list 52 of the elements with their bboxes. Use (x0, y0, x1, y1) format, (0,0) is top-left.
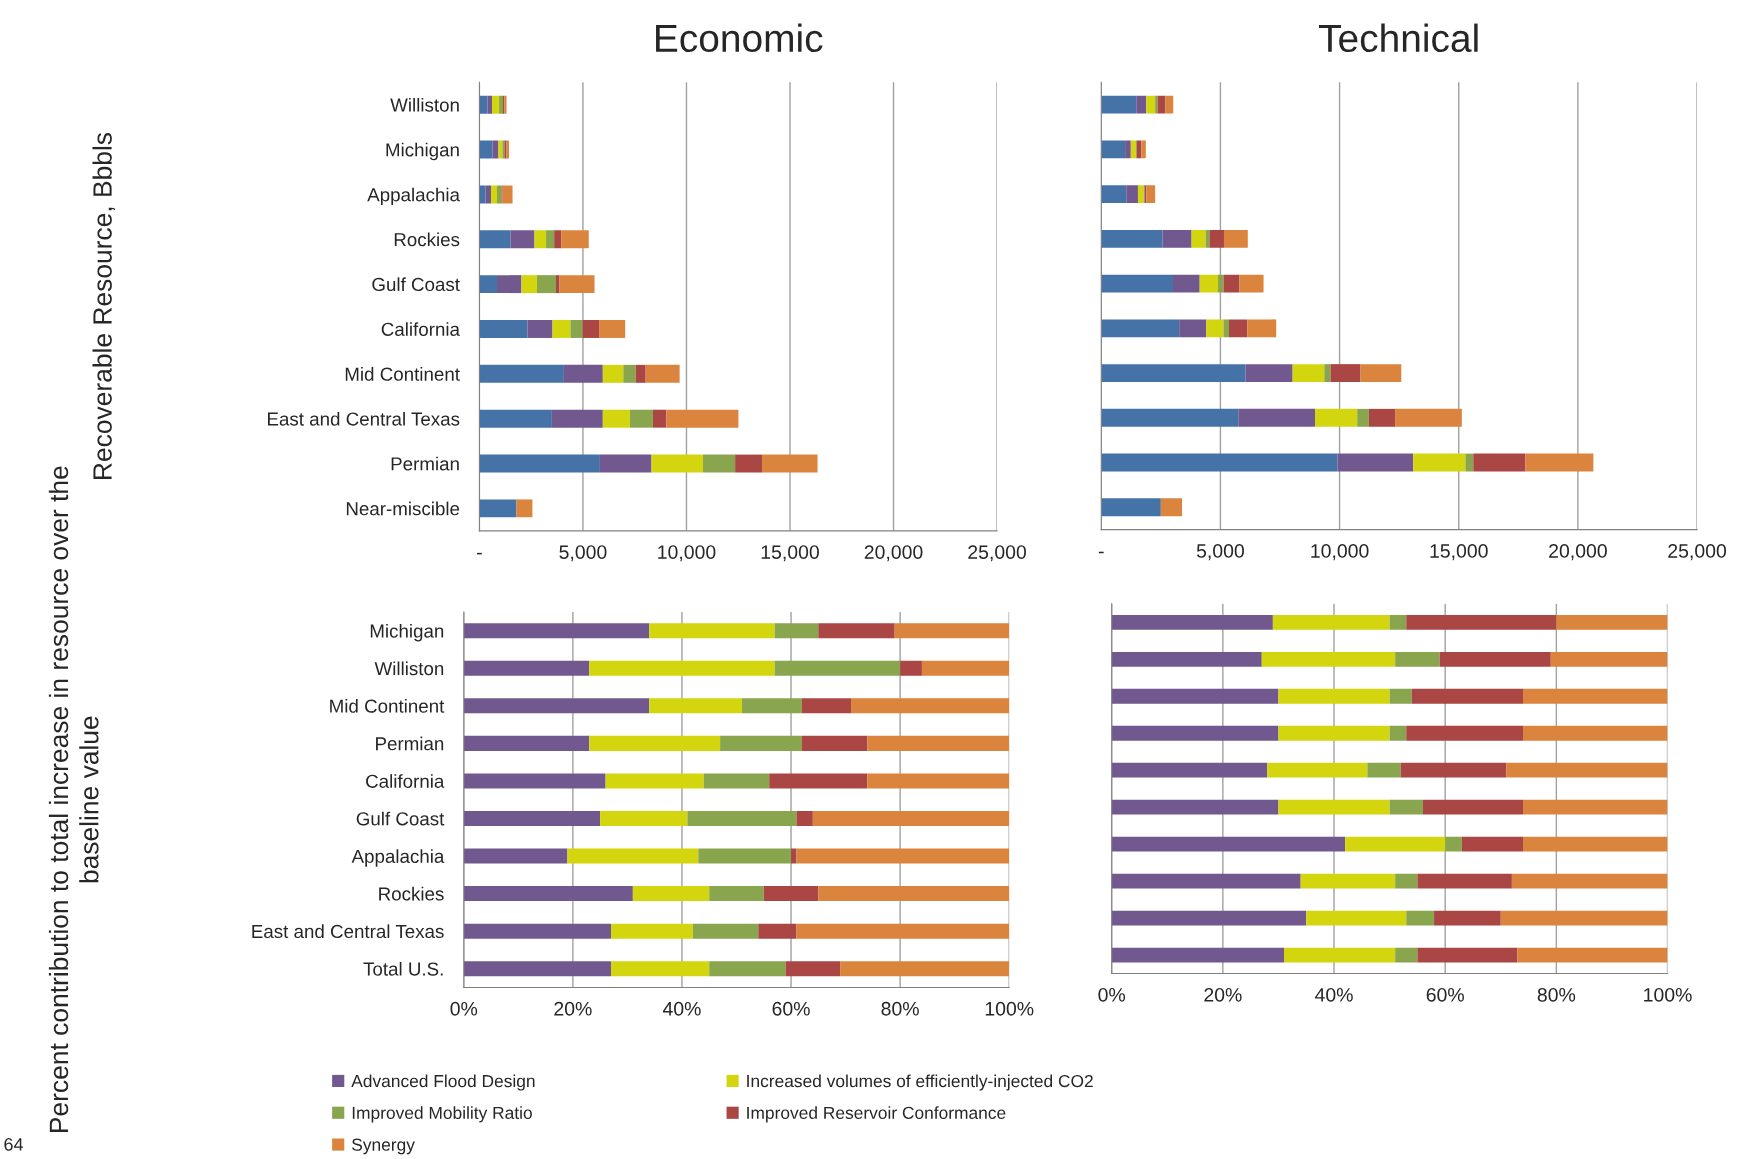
y-tick-label: Williston (374, 661, 444, 676)
y-tick-label: Mid Continent (345, 367, 460, 381)
x-tick-label: 20% (1204, 987, 1242, 1002)
x-tick-label: 25,000 (1668, 544, 1727, 561)
x-tick-label: 100% (1644, 987, 1692, 1002)
y-tick-label: East and Central Texas (252, 924, 444, 939)
x-tick-label: 5,000 (1196, 544, 1244, 561)
text: 64 (4, 1138, 24, 1151)
legend-label: Improved Reservoir Conformance (747, 1106, 1006, 1123)
x-tick-label: 0% (450, 1001, 478, 1016)
x-tick-label: 0% (1098, 987, 1126, 1002)
legend-label: Synergy (352, 1138, 415, 1155)
y-tick-label: Appalachia (367, 187, 460, 206)
y-tick-label: Rockies (379, 886, 444, 901)
y-tick-label: Gulf Coast (356, 811, 445, 826)
x-tick-label: 15,000 (1430, 544, 1488, 561)
x-tick-label: 60% (1426, 987, 1464, 1002)
chart-title: Technical (1318, 23, 1478, 53)
legend-label: Advanced Flood Design (351, 1074, 535, 1091)
y-tick-label: Near-miscible (346, 501, 460, 516)
chart-title: Economic (656, 23, 823, 53)
x-tick-label: 20,000 (864, 545, 923, 562)
x-tick-label: 15,000 (761, 545, 819, 562)
y-tick-label: Permian (391, 456, 459, 471)
y-tick-label: Michigan (370, 623, 444, 642)
x-tick-label: 80% (881, 1001, 919, 1016)
y-tick-label: Gulf Coast (372, 277, 460, 292)
y-tick-label: Rockies (394, 232, 460, 247)
y-tick-label: Michigan (386, 142, 459, 161)
x-tick-label: 20,000 (1549, 544, 1607, 561)
y-tick-label: California (366, 774, 445, 788)
x-tick-label: 25,000 (968, 545, 1027, 562)
y-tick-label: California (381, 322, 460, 336)
x-tick-label: 5,000 (559, 545, 607, 562)
y-tick-label: Williston (390, 97, 459, 112)
y-tick-label: Permian (376, 736, 444, 751)
x-tick-label: 80% (1537, 987, 1576, 1002)
legend-label: Improved Mobility Ratio (352, 1106, 532, 1123)
y-tick-label: Mid Continent (330, 699, 445, 713)
x-tick-label: 10,000 (1311, 544, 1369, 561)
y-tick-label: Appalachia (351, 849, 445, 867)
x-tick-label: 40% (662, 1001, 701, 1016)
x-tick-label: - (477, 552, 482, 555)
x-tick-label: 100% (985, 1001, 1034, 1016)
x-tick-label: 40% (1315, 987, 1353, 1002)
x-tick-label: 60% (772, 1001, 810, 1016)
x-tick-label: 20% (554, 1001, 592, 1016)
x-tick-label: - (1098, 551, 1104, 554)
y-tick-label: Total U.S. (363, 961, 443, 976)
x-tick-label: 10,000 (658, 545, 716, 562)
legend-label: Increased volumes of efficiently-injected CO2 (747, 1074, 1093, 1091)
y-tick-label: East and Central Texas (268, 411, 460, 426)
